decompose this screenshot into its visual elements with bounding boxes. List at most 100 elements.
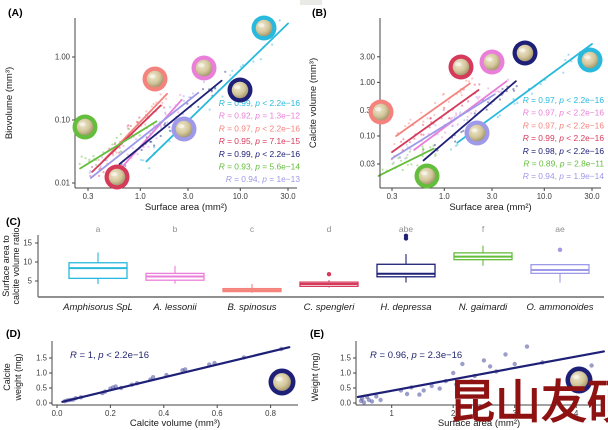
panel-d-calcite-weight-vs-calcite-volume: 0.0 0.2 0.4 0.6 0.8 0.0 0.5 1.0 1.5 Calcite volum… — [0, 325, 304, 430]
scatter-point — [421, 145, 424, 148]
y-axis-title: Calcite volume (mm³) — [308, 58, 319, 148]
scatter-point — [405, 156, 408, 159]
scatter-point — [450, 118, 453, 121]
scatter-point — [115, 136, 118, 139]
scatter-point — [224, 70, 227, 73]
y-tick-label: 3.00 — [360, 52, 376, 61]
scatter-point — [451, 124, 454, 127]
species-label: H. depressa — [380, 302, 431, 313]
y-tick-label: 5 — [28, 277, 33, 286]
scatter-point — [455, 114, 458, 117]
scatter-point — [153, 146, 156, 149]
x-tick-label: 0.6 — [212, 409, 223, 418]
scatter-point — [122, 144, 125, 148]
x-tick-label: 0.3 — [83, 192, 94, 201]
scatter-point — [105, 159, 108, 162]
scatter-point — [434, 124, 437, 127]
scatter-point — [400, 159, 403, 162]
scatter-point — [512, 98, 515, 101]
scatter-point — [478, 83, 481, 86]
regression-line-n--gaimardi — [377, 147, 435, 177]
scatter-point — [191, 92, 195, 95]
icon-highlight — [375, 107, 382, 112]
scatter-point — [564, 58, 567, 62]
icon-shell-photo — [273, 373, 291, 391]
icon-highlight — [275, 376, 283, 382]
scatter-point — [429, 146, 432, 149]
icon-highlight — [178, 124, 185, 129]
scatter-point — [399, 156, 402, 159]
scatter-point — [486, 101, 490, 104]
regression-line-h--depressa — [422, 80, 517, 162]
y-tick-label: 0.0 — [340, 399, 352, 408]
scatter-point — [498, 90, 501, 94]
scatter-point — [422, 148, 425, 151]
scatter-point — [428, 126, 431, 129]
species-label: N. gaimardi — [459, 302, 508, 313]
regression-line — [61, 346, 291, 403]
scatter-point — [460, 94, 463, 97]
scatter-point — [434, 154, 437, 157]
y-tick-label: 1.5 — [340, 354, 352, 363]
regression-line-n--gaimardi — [79, 120, 158, 170]
scatter-point — [118, 151, 121, 154]
x-tick-label: 10.0 — [537, 192, 553, 201]
species-label: A. lessonii — [152, 302, 197, 313]
scatter-point — [422, 133, 425, 136]
scatter-point — [169, 106, 172, 109]
scatter-point — [524, 344, 530, 349]
regression-line-o--ammonoides — [391, 93, 496, 160]
icon-shell-photo — [195, 59, 213, 77]
scatter-point — [497, 90, 500, 93]
scatter-point — [476, 97, 480, 100]
scatter-point — [252, 60, 255, 63]
significance-letter: c — [250, 224, 255, 234]
scatter-point — [513, 102, 516, 105]
scatter-point — [437, 386, 442, 391]
scatter-point — [149, 140, 152, 143]
box-rect — [68, 262, 128, 280]
scatter-point — [115, 151, 118, 154]
scatter-point — [119, 150, 122, 153]
scatter-point — [512, 89, 516, 92]
scatter-point — [453, 116, 456, 119]
scatter-point — [474, 109, 477, 112]
legend-entry: R = 0.92, p = 1.3e−12 — [219, 111, 301, 121]
scatter-point — [97, 158, 100, 161]
scatter-point — [434, 153, 437, 156]
scatter-point — [112, 154, 115, 157]
scatter-point — [422, 120, 425, 123]
species-photo-icon — [448, 54, 474, 80]
scatter-point — [182, 95, 185, 98]
scatter-point — [449, 148, 453, 151]
scatter-point — [111, 143, 114, 146]
scatter-point — [201, 88, 205, 91]
scatter-point — [433, 143, 436, 147]
panel-b-chart: 0.3 1.0 3.0 10.0 30.0 0.03 0.10 0.30 1.00 3.00 Sur… — [308, 7, 604, 213]
species-label: B. spinosus — [227, 302, 276, 313]
scatter-point — [80, 155, 83, 158]
panel-c-chart: 5 10 15 Surface area to calcite volume ratio… — [1, 216, 604, 313]
scatter-point — [114, 141, 117, 144]
scatter-point — [126, 153, 129, 156]
scatter-point — [539, 83, 542, 86]
scatter-point — [177, 111, 180, 114]
scatter-point — [426, 117, 429, 120]
regression-line-c--spengleri — [391, 89, 480, 154]
scatter-point — [473, 83, 476, 86]
scatter-point — [182, 99, 185, 102]
panel-label: (E) — [310, 328, 324, 340]
scatter-point — [163, 123, 166, 127]
scatter-point — [404, 125, 407, 128]
scatter-point — [408, 150, 411, 153]
scatter-point — [259, 58, 262, 61]
scatter-point — [203, 80, 206, 84]
icon-shell-photo — [76, 118, 94, 136]
scatter-point — [467, 100, 470, 103]
scatter-point — [448, 117, 451, 120]
species-photo-icon — [414, 163, 440, 189]
species-photo-icon — [104, 164, 130, 190]
scatter-point — [471, 77, 474, 80]
scatter-point — [460, 130, 463, 134]
